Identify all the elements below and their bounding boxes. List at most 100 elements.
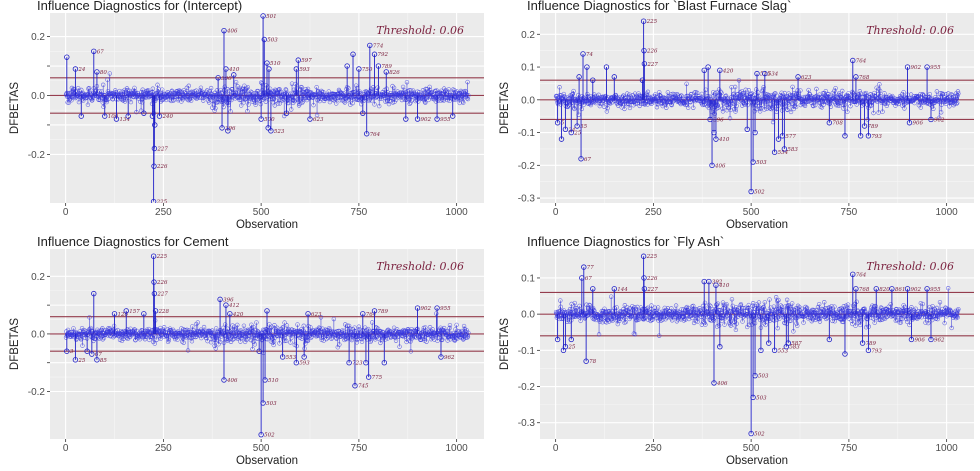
observation-point	[639, 313, 644, 318]
observation-label: 67	[585, 276, 592, 282]
observation-point	[767, 297, 772, 302]
observation-point	[955, 93, 960, 98]
observation-point	[747, 97, 752, 102]
observation-point	[684, 305, 689, 311]
influential-point	[906, 120, 913, 126]
observation-point	[457, 332, 463, 337]
observation-point	[105, 77, 110, 82]
observation-point	[277, 341, 282, 346]
observation-point	[280, 325, 286, 330]
observation-point	[887, 93, 892, 98]
observation-point	[272, 323, 277, 328]
observation-point	[731, 309, 736, 314]
observation-point	[274, 333, 279, 338]
observation-point	[121, 92, 126, 98]
observation-point	[154, 337, 159, 342]
observation-point	[635, 96, 640, 101]
influential-point	[904, 286, 911, 292]
observation-point	[318, 315, 324, 320]
observation-point	[877, 82, 882, 87]
observation-point	[647, 94, 652, 99]
observation-point	[945, 96, 950, 101]
observation-label: 623	[311, 312, 322, 318]
observation-point	[242, 339, 248, 345]
observation-point	[341, 328, 346, 333]
observation-point	[623, 319, 628, 325]
observation-point	[174, 335, 179, 340]
observation-point	[180, 331, 185, 336]
influential-point	[754, 70, 760, 77]
observation-point	[348, 102, 353, 107]
observation-point	[145, 88, 151, 93]
observation-label: 962	[444, 355, 455, 361]
observation-label: 226	[156, 280, 168, 286]
y-tick-label: 0.1	[521, 63, 535, 74]
influential-point	[283, 110, 290, 116]
observation-point	[766, 92, 771, 98]
y-tick-label: -0.2	[28, 387, 46, 398]
observation-point	[465, 79, 470, 85]
observation-point	[237, 90, 242, 95]
observation-point	[623, 308, 629, 313]
observation-point	[357, 89, 362, 94]
observation-point	[430, 327, 435, 332]
y-tick-label: -0.1	[518, 346, 536, 357]
observation-point	[836, 101, 841, 106]
observation-point	[286, 91, 291, 96]
observation-point	[953, 94, 958, 99]
influential-point	[434, 116, 440, 122]
observation-point	[237, 85, 243, 91]
observation-point	[602, 315, 608, 320]
observation-label: 510	[270, 61, 281, 67]
observation-label: 396	[223, 297, 234, 303]
observation-point	[267, 328, 272, 333]
observation-label: 420	[722, 68, 734, 74]
observation-point	[427, 325, 433, 330]
y-tick-label: -0.2	[28, 150, 46, 161]
x-axis-title: Observation	[236, 219, 298, 231]
observation-point	[331, 316, 337, 322]
influential-point	[450, 113, 456, 119]
observation-point	[305, 338, 310, 343]
observation-point	[156, 95, 161, 101]
observation-label: 225	[646, 19, 658, 25]
observation-point	[185, 348, 191, 353]
influential-point	[151, 145, 158, 152]
observation-label: 406	[716, 381, 728, 387]
influential-point	[295, 57, 301, 63]
observation-label: 503	[266, 401, 277, 407]
observation-point	[684, 81, 689, 86]
observation-point	[697, 306, 702, 311]
observation-point	[878, 94, 883, 99]
observation-point	[769, 106, 774, 112]
observation-label: 723	[352, 361, 363, 367]
influential-point	[261, 36, 267, 43]
panel-cement: Influence Diagnostics for Cement 0 250 500 7…	[0, 234, 490, 471]
observation-point	[348, 330, 353, 335]
threshold-label: Threshold: 0.06	[376, 260, 464, 273]
observation-point	[771, 304, 776, 309]
observation-point	[305, 86, 311, 92]
observation-point	[132, 85, 137, 91]
observation-point	[330, 97, 335, 102]
influential-point	[64, 54, 70, 60]
observation-point	[420, 88, 426, 93]
influential-point	[641, 61, 648, 67]
observation-point	[605, 105, 610, 111]
influential-point	[568, 336, 574, 343]
observation-label: 768	[859, 75, 870, 81]
observation-point	[723, 314, 728, 319]
observation-point	[277, 101, 283, 106]
observation-point	[698, 100, 704, 105]
observation-point	[578, 318, 583, 324]
influential-point	[752, 129, 758, 136]
observation-point	[774, 306, 779, 312]
observation-label: 503	[267, 38, 278, 44]
influential-point	[584, 64, 590, 70]
data-layer: 25 67 77 78 144 225 226 227 392 406 410 502 503 503 55…	[540, 253, 974, 438]
influential-point	[861, 123, 868, 129]
observation-point	[628, 313, 634, 319]
observation-point	[134, 109, 139, 115]
observation-point	[210, 330, 215, 336]
observation-point	[734, 321, 739, 326]
